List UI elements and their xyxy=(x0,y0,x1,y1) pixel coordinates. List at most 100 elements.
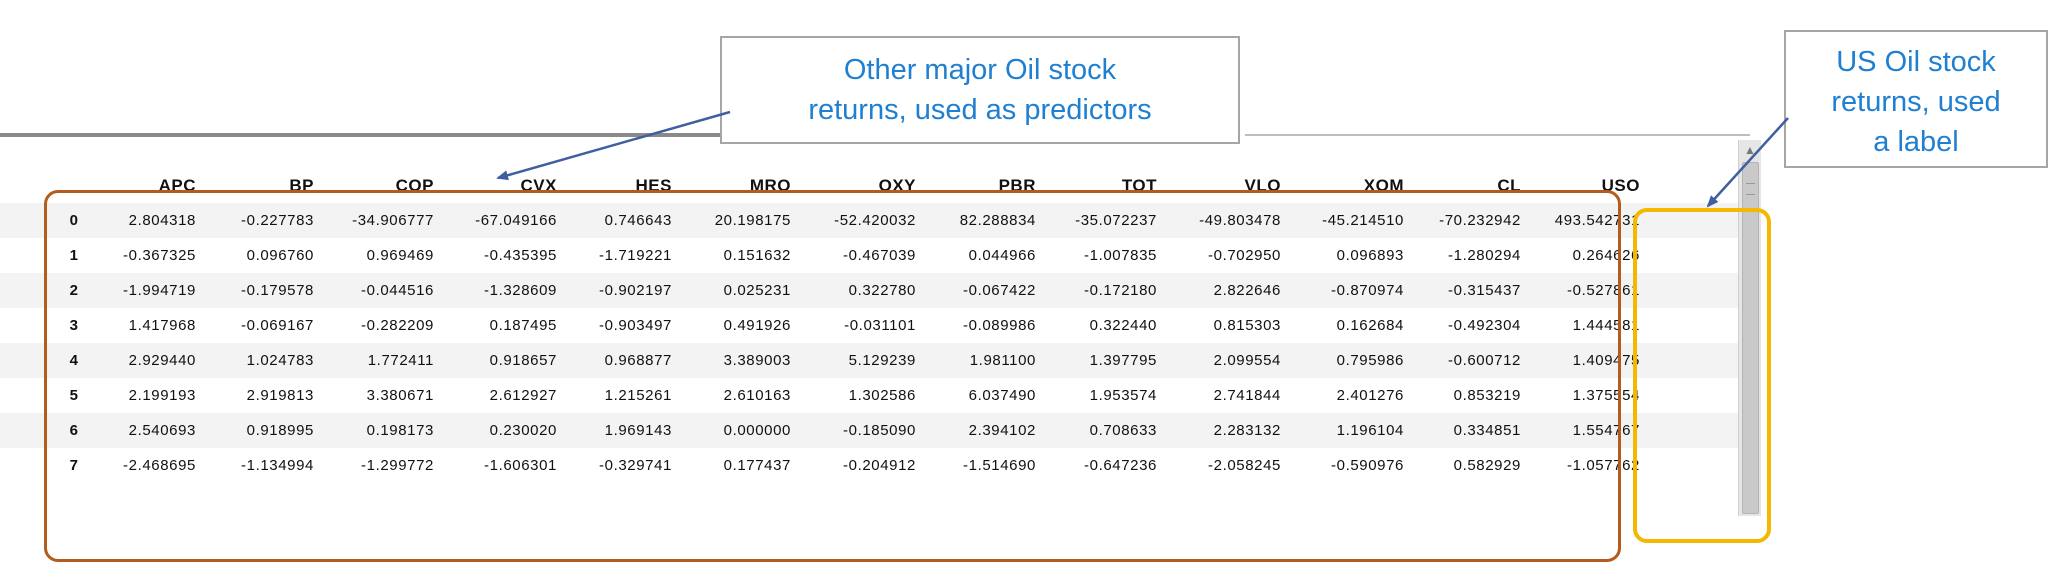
table-cell: -35.072237 xyxy=(1075,212,1157,229)
label-callout-line-1: US Oil stock xyxy=(1836,46,1996,78)
row-index: 7 xyxy=(69,457,78,474)
table-cell: -0.282209 xyxy=(361,317,434,334)
table-cell: 2.283132 xyxy=(1213,422,1281,439)
table-cell: 2.804318 xyxy=(128,212,196,229)
table-cell: -0.647236 xyxy=(1084,457,1157,474)
table-cell: 1.417968 xyxy=(128,317,196,334)
table-cell: -1.606301 xyxy=(484,457,557,474)
table-cell: -1.057762 xyxy=(1567,457,1640,474)
table-cell: -0.227783 xyxy=(241,212,314,229)
data-table: 0 2.804318 -0.227783 -34.906777 -67.0491… xyxy=(0,203,1760,483)
grip-icon xyxy=(1746,183,1755,195)
table-cell: -0.067422 xyxy=(963,282,1036,299)
output-divider xyxy=(0,133,720,137)
table-cell: 1.554767 xyxy=(1572,422,1640,439)
table-cell: 1.302586 xyxy=(848,387,916,404)
table-cell: -49.803478 xyxy=(1199,212,1281,229)
table-cell: -1.719221 xyxy=(599,247,672,264)
table-cell: 2.741844 xyxy=(1213,387,1281,404)
table-cell: 2.540693 xyxy=(128,422,196,439)
table-cell: 0.795986 xyxy=(1336,352,1404,369)
table-cell: 0.096760 xyxy=(246,247,314,264)
row-index: 2 xyxy=(69,282,78,299)
table-cell: 2.099554 xyxy=(1213,352,1281,369)
table-cell: 0.746643 xyxy=(604,212,672,229)
predictors-callout-line-1: Other major Oil stock xyxy=(843,54,1117,86)
table-cell: 0.000000 xyxy=(723,422,791,439)
table-cell: 0.151632 xyxy=(723,247,791,264)
table-cell: 0.044966 xyxy=(968,247,1036,264)
table-cell: -0.903497 xyxy=(599,317,672,334)
table-cell: -67.049166 xyxy=(475,212,557,229)
table-row: 7 -2.468695 -1.134994 -1.299772 -1.60630… xyxy=(0,448,1760,483)
table-cell: -1.299772 xyxy=(361,457,434,474)
table-cell: 0.918995 xyxy=(246,422,314,439)
table-cell: -0.870974 xyxy=(1331,282,1404,299)
predictors-callout-line-2: returns, used as predictors xyxy=(808,94,1152,126)
table-cell: -34.906777 xyxy=(352,212,434,229)
table-cell: 1.397795 xyxy=(1089,352,1157,369)
table-cell: -2.058245 xyxy=(1208,457,1281,474)
table-cell: -0.702950 xyxy=(1208,247,1281,264)
table-cell: -0.329741 xyxy=(599,457,672,474)
table-cell: 1.375554 xyxy=(1572,387,1640,404)
table-cell: 0.853219 xyxy=(1453,387,1521,404)
table-cell: -0.069167 xyxy=(241,317,314,334)
table-cell: -1.514690 xyxy=(963,457,1036,474)
table-cell: -0.185090 xyxy=(843,422,916,439)
predictors-arrow xyxy=(496,110,731,181)
table-cell: 0.969469 xyxy=(366,247,434,264)
table-cell: 0.264626 xyxy=(1572,247,1640,264)
table-cell: 1.953574 xyxy=(1089,387,1157,404)
table-cell: 3.389003 xyxy=(723,352,791,369)
table-cell: 0.187495 xyxy=(489,317,557,334)
table-cell: -1.007835 xyxy=(1084,247,1157,264)
table-row: 1 -0.367325 0.096760 0.969469 -0.435395 … xyxy=(0,238,1760,273)
table-cell: -0.315437 xyxy=(1448,282,1521,299)
table-cell: 0.322440 xyxy=(1089,317,1157,334)
table-cell: -0.179578 xyxy=(241,282,314,299)
table-cell: -1.134994 xyxy=(241,457,314,474)
table-cell: 0.025231 xyxy=(723,282,791,299)
table-cell: 82.288834 xyxy=(959,212,1036,229)
predictors-callout: Other major Oil stock returns, used as p… xyxy=(720,36,1240,144)
table-cell: -0.492304 xyxy=(1448,317,1521,334)
row-index: 6 xyxy=(69,422,78,439)
output-scrollbar[interactable]: ▲ xyxy=(1738,140,1761,516)
table-cell: 1.215261 xyxy=(604,387,672,404)
scroll-up-arrow-icon[interactable]: ▲ xyxy=(1744,143,1756,157)
table-cell: 20.198175 xyxy=(714,212,791,229)
row-index: 5 xyxy=(69,387,78,404)
table-cell: 1.444581 xyxy=(1572,317,1640,334)
table-cell: 0.198173 xyxy=(366,422,434,439)
table-cell: -0.031101 xyxy=(844,317,916,334)
table-cell: -1.328609 xyxy=(484,282,557,299)
table-cell: 0.918657 xyxy=(489,352,557,369)
row-index: 1 xyxy=(69,247,78,264)
table-cell: 0.582929 xyxy=(1453,457,1521,474)
table-cell: 1.772411 xyxy=(367,352,434,369)
table-cell: -52.420032 xyxy=(834,212,916,229)
table-row: 6 2.540693 0.918995 0.198173 0.230020 1.… xyxy=(0,413,1760,448)
table-cell: 0.491926 xyxy=(723,317,791,334)
table-cell: 2.919813 xyxy=(246,387,314,404)
table-cell: 1.196104 xyxy=(1336,422,1404,439)
table-cell: 0.177437 xyxy=(723,457,791,474)
table-row: 4 2.929440 1.024783 1.772411 0.918657 0.… xyxy=(0,343,1760,378)
table-cell: -45.214510 xyxy=(1322,212,1404,229)
table-cell: 2.394102 xyxy=(968,422,1036,439)
label-callout: US Oil stock returns, used a label xyxy=(1784,30,2048,168)
predictors-highlight-box xyxy=(44,190,1621,562)
label-highlight-box xyxy=(1633,208,1771,543)
table-cell: -0.527861 xyxy=(1567,282,1640,299)
label-callout-line-2: returns, used xyxy=(1831,86,2001,118)
table-cell: 0.322780 xyxy=(848,282,916,299)
table-cell: 1.969143 xyxy=(604,422,672,439)
table-row: 2 -1.994719 -0.179578 -0.044516 -1.32860… xyxy=(0,273,1760,308)
table-cell: 3.380671 xyxy=(366,387,434,404)
table-cell: 1.409475 xyxy=(1572,352,1640,369)
table-cell: -70.232942 xyxy=(1439,212,1521,229)
row-index: 4 xyxy=(69,352,78,369)
table-cell: 0.096893 xyxy=(1336,247,1404,264)
table-cell: -1.994719 xyxy=(123,282,196,299)
